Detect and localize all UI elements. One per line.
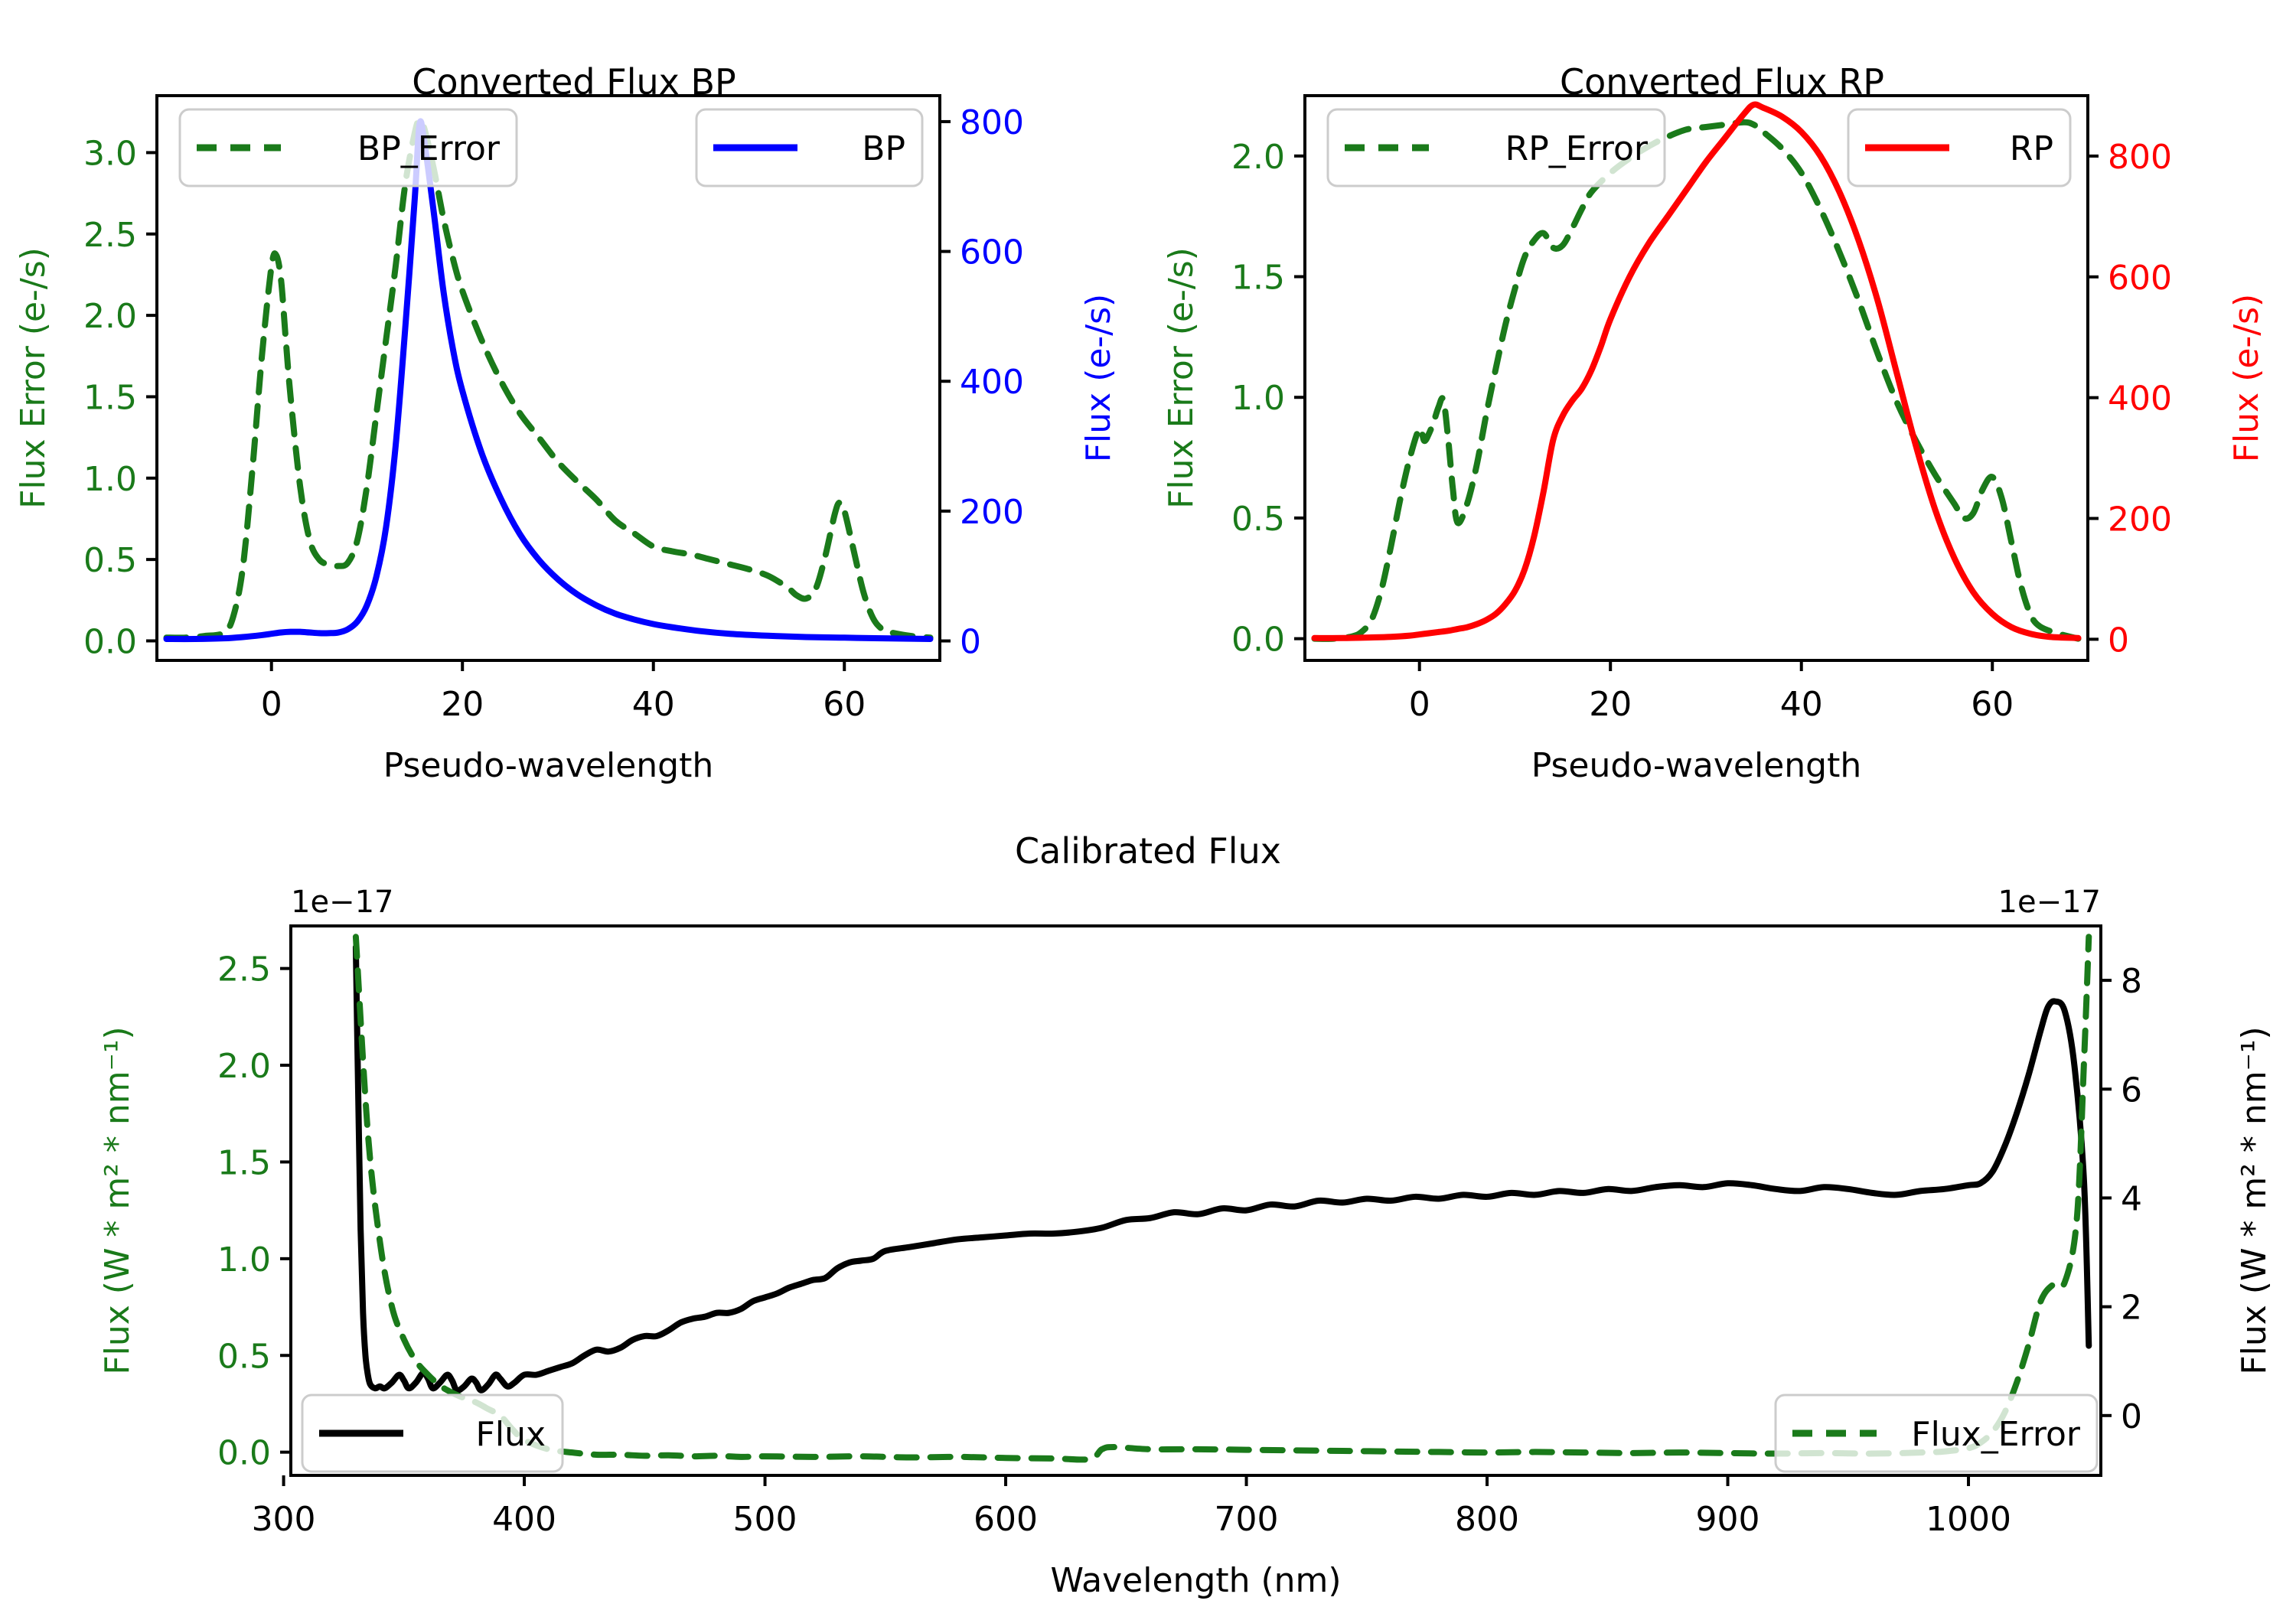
y-tick-label-right: 0: [2108, 621, 2129, 660]
x-axis-label: Pseudo-wavelength: [383, 746, 714, 785]
y-axis-label-left: Flux Error (e-/s): [14, 247, 53, 509]
x-tick-label: 40: [632, 685, 675, 724]
y-tick-label-left: 1.5: [217, 1143, 271, 1182]
y-axis-label-left: Flux Error (e-/s): [1162, 247, 1201, 509]
x-tick-label: 40: [1780, 685, 1823, 724]
y-tick-label-left: 0.0: [83, 622, 137, 661]
series-line: [1311, 119, 2082, 642]
series-line: [352, 934, 2092, 1463]
y-axis-label-right: Flux (W * m² * nm⁻¹): [2235, 1026, 2274, 1374]
y-tick-label-right: 0: [2121, 1397, 2142, 1436]
x-tick-label: 600: [974, 1500, 1038, 1539]
y-tick-label-left: 2.0: [217, 1047, 271, 1086]
y-axis-label-right: Flux (e-/s): [1079, 294, 1118, 462]
y-tick-label-left: 1.0: [1231, 379, 1285, 418]
x-tick-label: 500: [733, 1500, 797, 1539]
series-line: [163, 118, 934, 643]
legend-flux[interactable]: Flux: [301, 1393, 564, 1473]
y-tick-label-left: 2.0: [1231, 138, 1285, 177]
x-axis-label: Pseudo-wavelength: [1531, 746, 1862, 785]
x-tick-label: 20: [1589, 685, 1632, 724]
x-tick-label: 800: [1455, 1500, 1519, 1539]
legend-label: Flux_Error: [1911, 1415, 2081, 1454]
y-tick-label-left: 3.0: [83, 134, 137, 173]
chart-bp: 0 20 40 60 Pseudo-wavelength 0.0 0.5 1.0 1.5 2.0 2…: [14, 94, 1118, 785]
y-tick-label-left: 2.0: [83, 297, 137, 336]
chart-calibrated: 300 400 500 600 700 800 900 1000 Wavelength (nm)…: [98, 885, 2274, 1600]
y-tick-label-left: 1.5: [83, 378, 137, 417]
y-tick-label-left: 1.5: [1231, 259, 1285, 298]
y-tick-label-right: 4: [2121, 1179, 2142, 1218]
y-tick-label-right: 400: [2108, 380, 2172, 419]
y-tick-label-right: 200: [2108, 500, 2172, 539]
chart-rp: 0 20 40 60 Pseudo-wavelength 0.0 0.5 1.0 1.5 2.0 F…: [1162, 94, 2266, 785]
plot-frame: [1303, 94, 2089, 662]
y-tick-label-right: 0: [960, 623, 981, 662]
x-tick-label: 0: [1409, 685, 1430, 724]
y-tick-label-left: 1.0: [83, 460, 137, 499]
legend-label: RP: [2010, 129, 2053, 168]
panel-title-calibrated: Calibrated Flux: [1015, 830, 1281, 872]
y-offset-left: 1e−17: [291, 885, 393, 920]
y-tick-label-right: 800: [2108, 138, 2172, 177]
panel-title-bp: Converted Flux BP: [412, 61, 736, 103]
x-tick-label: 60: [823, 685, 866, 724]
y-tick-label-left: 1.0: [217, 1240, 271, 1279]
legend-bp-error[interactable]: BP_Error: [178, 108, 518, 187]
x-axis-label: Wavelength (nm): [1050, 1561, 1341, 1600]
y-axis-label-right: Flux (e-/s): [2227, 294, 2266, 462]
panel-converted-flux-rp: Converted Flux RP 0 20 40 60 Pseudo-waveleng…: [1148, 46, 2296, 826]
y-axis-label-left: Flux (W * m² * nm⁻¹): [98, 1026, 137, 1374]
x-tick-label: 900: [1696, 1500, 1760, 1539]
y-tick-label-right: 400: [960, 363, 1024, 402]
series-line: [163, 116, 934, 641]
x-tick-label: 20: [441, 685, 484, 724]
x-tick-label: 300: [252, 1500, 316, 1539]
legend-rp[interactable]: RP: [1847, 108, 2072, 187]
plot-frame: [155, 94, 941, 662]
legend-label: RP_Error: [1505, 129, 1649, 168]
y-tick-label-right: 800: [960, 103, 1024, 142]
y-tick-label-right: 8: [2121, 962, 2142, 1001]
y-tick-label-left: 0.0: [1231, 621, 1285, 660]
y-tick-label-right: 6: [2121, 1071, 2142, 1110]
y-tick-label-left: 0.0: [217, 1434, 271, 1473]
series-line: [1311, 101, 2082, 641]
y-tick-label-left: 0.5: [1231, 500, 1285, 539]
y-tick-label-left: 2.5: [83, 216, 137, 255]
panel-calibrated-flux: Calibrated Flux 300 400 500 600 700 800 900 100…: [0, 811, 2296, 1607]
y-offset-right: 1e−17: [1998, 885, 2101, 920]
panel-converted-flux-bp: Converted Flux BP 0 20 40 60 Pseudo-waveleng…: [0, 46, 1148, 826]
y-tick-label-right: 600: [2108, 259, 2172, 298]
legend-rp-error[interactable]: RP_Error: [1326, 108, 1666, 187]
panel-title-rp: Converted Flux RP: [1560, 61, 1884, 103]
y-tick-label-right: 600: [960, 233, 1024, 272]
y-tick-label-left: 2.5: [217, 950, 271, 989]
legend-label: Flux: [476, 1415, 546, 1454]
y-tick-label-right: 200: [960, 493, 1024, 532]
plot-frame: [289, 924, 2102, 1477]
y-tick-label-left: 0.5: [217, 1337, 271, 1376]
legend-label: BP: [862, 129, 905, 168]
legend-flux-error[interactable]: Flux_Error: [1774, 1393, 2099, 1473]
y-tick-label-left: 0.5: [83, 541, 137, 580]
x-tick-label: 400: [492, 1500, 556, 1539]
legend-bp[interactable]: BP: [695, 108, 924, 187]
legend-label: BP_Error: [357, 129, 501, 168]
x-tick-label: 1000: [1926, 1500, 2011, 1539]
y-tick-label-right: 2: [2121, 1289, 2142, 1328]
x-tick-label: 60: [1971, 685, 2014, 724]
x-tick-label: 0: [261, 685, 282, 724]
series-line: [352, 944, 2092, 1393]
x-tick-label: 700: [1215, 1500, 1279, 1539]
